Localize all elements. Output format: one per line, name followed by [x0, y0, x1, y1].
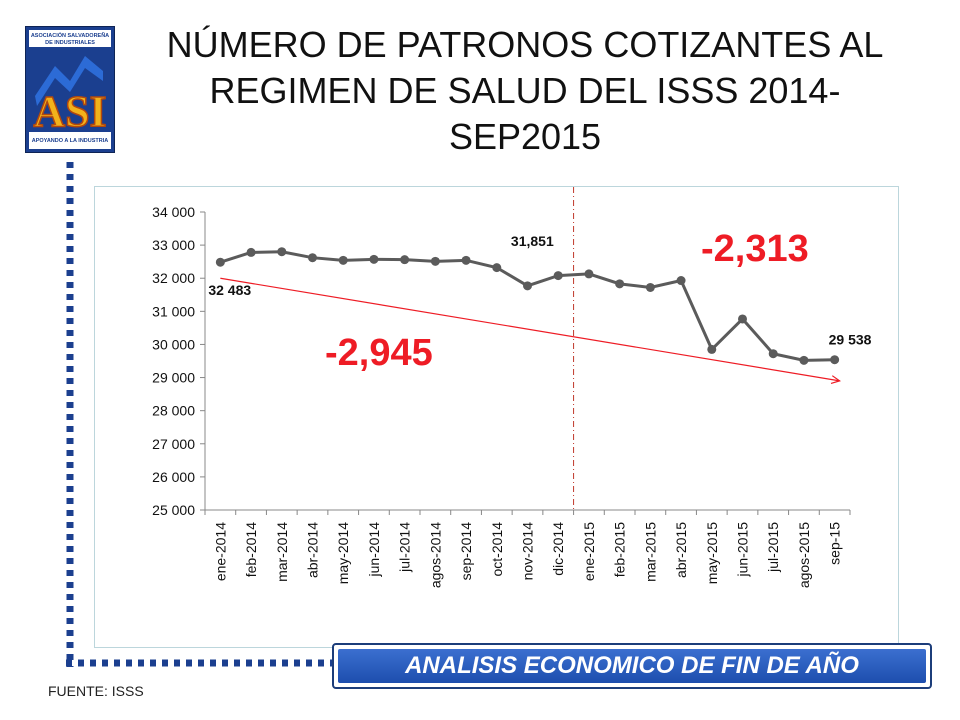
data-point [369, 254, 379, 264]
asi-logo-letters: ASI [33, 87, 106, 136]
y-tick-label: 27 000 [152, 436, 195, 452]
footer-banner-text: ANALISIS ECONOMICO DE FIN DE AÑO [338, 649, 926, 683]
x-tick-label: mar-2015 [642, 522, 658, 582]
data-point [553, 271, 563, 281]
x-tick-label: feb-2015 [612, 522, 628, 577]
trend-line [220, 277, 840, 382]
asi-logo: ASOCIACIÓN SALVADOREÑA DE INDUSTRIALES A… [24, 25, 116, 154]
y-tick-label: 25 000 [152, 502, 195, 518]
x-tick-label: oct-2014 [489, 522, 505, 577]
data-point [830, 355, 840, 365]
y-tick-label: 33 000 [152, 237, 195, 253]
annotation-2014-change: -2,945 [325, 332, 433, 374]
dotted-border-left [66, 162, 74, 667]
y-tick-label: 28 000 [152, 403, 195, 419]
data-point [492, 263, 502, 273]
x-tick-label: may-2015 [704, 522, 720, 584]
data-point [584, 269, 594, 279]
chart-frame: 25 000 26 000 27 000 28 000 29 000 30 000 31 0… [94, 186, 899, 648]
data-point [738, 314, 747, 324]
x-tick-label: feb-2014 [243, 522, 259, 577]
x-tick-label: mar-2014 [274, 522, 290, 582]
data-point [308, 253, 317, 263]
data-point [523, 281, 532, 291]
data-label: 31,851 [511, 233, 554, 249]
svg-text:ASOCIACIÓN SALVADOREÑA: ASOCIACIÓN SALVADOREÑA [31, 31, 109, 39]
source-note: FUENTE: ISSS [48, 683, 144, 699]
dotted-border-bottom [66, 659, 336, 667]
svg-text:APOYANDO A LA INDUSTRIA: APOYANDO A LA INDUSTRIA [32, 138, 109, 144]
x-tick-label: nov-2014 [520, 522, 536, 581]
data-point [246, 247, 256, 257]
x-tick-label: agos-2014 [427, 522, 443, 588]
x-tick-label: agos-2015 [796, 522, 812, 588]
y-tick-label: 29 000 [152, 370, 195, 386]
x-tick-label: jun-2015 [735, 522, 751, 578]
data-point [615, 279, 625, 289]
title-line-2: REGIMEN DE SALUD DEL ISSS 2014- [209, 70, 841, 111]
data-point [645, 282, 655, 292]
footer-banner: ANALISIS ECONOMICO DE FIN DE AÑO [332, 643, 932, 689]
x-tick-label: ene-2014 [212, 522, 228, 581]
title-line-1: NÚMERO DE PATRONOS COTIZANTES AL [166, 24, 884, 65]
data-point [215, 257, 225, 267]
page-title: NÚMERO DE PATRONOS COTIZANTES AL REGIMEN… [135, 22, 915, 160]
x-tick-label: dic-2014 [550, 522, 566, 576]
annotation-2015-change: -2,313 [701, 228, 809, 270]
y-tick-label: 34 000 [152, 204, 195, 220]
data-point [277, 247, 287, 257]
x-tick-label: jun-2014 [366, 522, 382, 578]
data-point [430, 256, 440, 266]
x-tick-label: abr-2015 [673, 522, 689, 578]
data-point [799, 355, 809, 365]
x-tick-label: jul-2015 [765, 522, 781, 573]
x-tick-label: jul-2014 [397, 522, 413, 573]
trend-arrow-head [830, 375, 842, 384]
x-tick-label: ene-2015 [581, 522, 597, 581]
x-tick-label: may-2014 [335, 522, 351, 584]
data-point [768, 349, 778, 359]
x-tick-label: sep-15 [827, 522, 843, 565]
data-point [676, 276, 686, 286]
x-tick-label: sep-2014 [458, 522, 474, 581]
data-label: 29 538 [829, 332, 872, 348]
title-line-3: SEP2015 [448, 116, 602, 157]
line-chart: 25 000 26 000 27 000 28 000 29 000 30 000 31 0… [152, 187, 872, 588]
data-point [338, 255, 348, 265]
svg-text:DE INDUSTRIALES: DE INDUSTRIALES [45, 40, 95, 46]
data-point [707, 344, 717, 354]
y-tick-label: 30 000 [152, 336, 195, 352]
data-label: 32 483 [208, 282, 251, 298]
data-point [400, 255, 410, 265]
data-point [461, 255, 471, 265]
x-tick-label: abr-2014 [305, 522, 321, 578]
y-tick-label: 31 000 [152, 303, 195, 319]
y-tick-label: 32 000 [152, 270, 195, 286]
y-tick-label: 26 000 [152, 469, 195, 485]
asi-logo-graphic: ASOCIACIÓN SALVADOREÑA DE INDUSTRIALES A… [24, 25, 116, 154]
